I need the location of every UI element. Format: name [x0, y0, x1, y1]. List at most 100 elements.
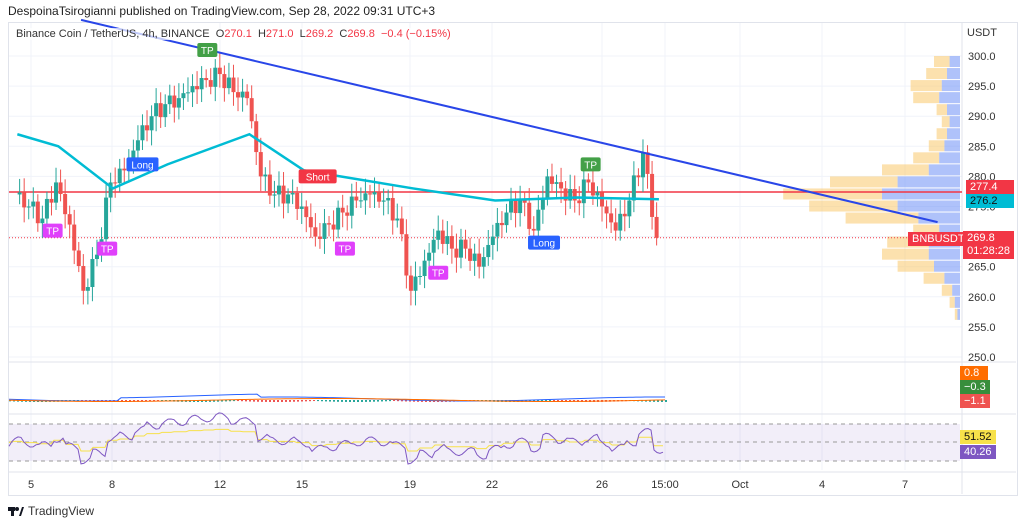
macd-histogram-bar	[277, 400, 279, 402]
macd-histogram-bar	[557, 400, 559, 402]
candle-body	[413, 276, 418, 291]
volume-profile-bar-down	[947, 104, 960, 116]
candle-body	[559, 182, 564, 189]
volume-profile-bar-down	[944, 272, 960, 284]
macd-histogram-bar	[273, 400, 275, 402]
volume-profile-bar-down	[954, 296, 960, 308]
candle-body	[94, 254, 99, 260]
macd-histogram-bar	[541, 400, 543, 402]
volume-profile-bar-down	[944, 140, 960, 152]
candle-body	[645, 152, 650, 174]
candle-body	[600, 192, 605, 207]
macd-histogram-bar	[381, 400, 383, 402]
macd-histogram-bar	[549, 400, 551, 402]
moving-average-line	[16, 132, 659, 202]
macd-tag-2: −0.3	[960, 380, 990, 394]
macd-histogram-bar	[237, 400, 239, 402]
candle-body	[654, 216, 659, 238]
macd-histogram-bar	[565, 400, 567, 402]
macd-histogram-bar	[253, 400, 255, 402]
bar-countdown: 01:28:28	[967, 245, 1010, 257]
macd-histogram-bar	[401, 400, 403, 402]
time-tick: 4	[819, 479, 825, 491]
macd-histogram-bar	[305, 400, 307, 402]
candle-body	[363, 193, 368, 201]
price-tick: 285.0	[968, 141, 996, 153]
candle-body	[90, 259, 95, 288]
currency-label: USDT	[967, 27, 997, 39]
candle-body	[172, 95, 177, 108]
candle-body	[290, 192, 295, 195]
time-tick: 22	[486, 479, 498, 491]
candle-body	[204, 78, 209, 81]
symbol-name[interactable]: Binance Coin / TetherUS, 4h, BINANCE	[16, 28, 210, 40]
macd-histogram-bar	[373, 400, 375, 402]
candle-body	[185, 92, 190, 94]
candle-body	[154, 103, 159, 117]
signal-text: TP	[339, 245, 352, 256]
candle-body	[254, 121, 259, 153]
candle-body	[331, 224, 336, 230]
macd-histogram-bar	[313, 400, 315, 402]
macd-histogram-bar	[561, 400, 563, 402]
candle-body	[586, 179, 591, 183]
macd-tag-3: −1.1	[960, 394, 990, 408]
candle-body	[340, 207, 345, 213]
candle-body	[58, 182, 63, 195]
macd-histogram-bar	[545, 400, 547, 402]
candle-body	[40, 218, 45, 224]
macd-histogram-bar	[645, 400, 647, 402]
macd-histogram-bar	[245, 400, 247, 402]
candle-body	[468, 248, 473, 261]
signal-text: TP	[432, 269, 445, 280]
volume-profile-bar-down	[928, 164, 960, 176]
candle-body	[17, 192, 22, 195]
macd-histogram-bar	[337, 400, 339, 402]
candle-body	[72, 224, 77, 251]
macd-histogram-bar	[197, 400, 199, 402]
candle-body	[281, 185, 286, 204]
signal-label-tp	[197, 42, 218, 57]
macd-histogram-bar	[161, 400, 163, 402]
candle-body	[208, 80, 213, 87]
candle-body	[327, 223, 332, 225]
macd-histogram-bar	[229, 400, 231, 402]
macd-histogram-bar	[425, 400, 427, 402]
candle-body	[108, 182, 113, 198]
candle-body	[513, 199, 518, 214]
macd-histogram-bar	[261, 400, 263, 402]
candle-body	[308, 217, 313, 228]
macd-histogram-bar	[281, 400, 283, 402]
macd-histogram-bar	[325, 400, 327, 402]
candle-body	[44, 198, 49, 219]
volume-profile-bar-down	[897, 176, 960, 188]
macd-histogram-bar	[209, 400, 211, 402]
macd-histogram-bar	[317, 400, 319, 402]
candle-body	[354, 196, 359, 201]
signal-text: TP	[101, 245, 114, 256]
volume-profile-bar-up	[934, 56, 950, 68]
candle-body	[509, 199, 514, 213]
candle-body	[618, 213, 623, 231]
candle-body	[245, 91, 250, 99]
candle-body	[63, 194, 68, 215]
volume-profile-bar-up	[928, 140, 945, 152]
candle-body	[581, 179, 586, 204]
volume-profile-bar-down	[928, 248, 960, 260]
chart-frame[interactable]	[8, 22, 1018, 496]
macd-histogram-bar	[157, 400, 159, 402]
macd-tag-1: 0.8	[960, 366, 988, 380]
symbol-legend: Binance Coin / TetherUS, 4h, BINANCE O27…	[16, 28, 451, 40]
low-label: L	[299, 28, 306, 40]
time-tick: 5	[28, 479, 34, 491]
candle-body	[549, 176, 554, 184]
tradingview-logo[interactable]: TradingView	[8, 504, 94, 518]
candle-body	[622, 213, 627, 217]
macd-histogram-bar	[345, 400, 347, 402]
macd-histogram-bar	[249, 400, 251, 402]
candle-body	[167, 95, 172, 105]
candle-body	[286, 194, 291, 204]
volume-profile-bar-down	[952, 284, 960, 296]
candle-body	[163, 104, 168, 118]
